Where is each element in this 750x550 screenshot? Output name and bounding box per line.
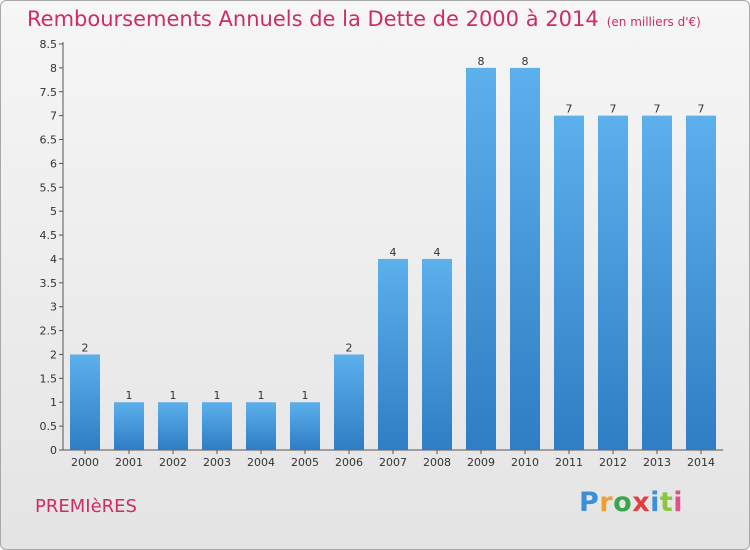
chart-title-text: Remboursements Annuels de la Dette de 20… <box>27 7 599 31</box>
chart-labels: 2000 2 2001 1 2002 1 2003 1 2004 1 2005 1 2006 2 2007 4… <box>71 55 715 469</box>
x-tick-label: 2000 <box>71 456 99 469</box>
bar-2014 <box>686 115 716 450</box>
y-tick-label: 5.5 <box>40 181 58 194</box>
commune-name: PREMIèRES <box>35 496 137 517</box>
y-tick-label: 3.5 <box>40 277 58 290</box>
x-tick-label: 2011 <box>555 456 583 469</box>
bar-2004 <box>246 402 276 450</box>
x-tick-label: 2009 <box>467 456 495 469</box>
bar-2006 <box>334 354 364 450</box>
value-label-2012: 7 <box>610 103 617 116</box>
bar-2001 <box>114 402 144 450</box>
value-label-2007: 4 <box>390 246 397 259</box>
y-tick-label: 0 <box>50 444 57 457</box>
y-tick-label: 1.5 <box>40 372 58 385</box>
y-tick-label: 5 <box>50 205 57 218</box>
value-label-2010: 8 <box>522 55 529 68</box>
y-tick-label: 4 <box>50 253 57 266</box>
x-tick-label: 2007 <box>379 456 407 469</box>
bar-2009 <box>466 67 496 450</box>
chart-title: Remboursements Annuels de la Dette de 20… <box>27 7 701 31</box>
value-label-2011: 7 <box>566 103 573 116</box>
x-tick-label: 2008 <box>423 456 451 469</box>
chart-bars <box>70 67 716 450</box>
y-tick-label: 7 <box>50 110 57 123</box>
bar-2011 <box>554 115 584 450</box>
logo-letter: o <box>613 487 633 518</box>
y-tick-label: 1 <box>50 396 57 409</box>
bar-2012 <box>598 115 628 450</box>
x-tick-label: 2002 <box>159 456 187 469</box>
logo-letter: i <box>673 487 684 518</box>
bar-2003 <box>202 402 232 450</box>
y-tick-label: 2.5 <box>40 325 58 338</box>
value-label-2014: 7 <box>698 103 705 116</box>
y-tick-label: 7.5 <box>40 86 58 99</box>
y-tick-label: 2 <box>50 348 57 361</box>
x-tick-label: 2005 <box>291 456 319 469</box>
bar-2007 <box>378 258 408 450</box>
x-tick-label: 2004 <box>247 456 275 469</box>
logo-letter: i <box>650 487 660 518</box>
value-label-2002: 1 <box>170 389 177 402</box>
bar-2002 <box>158 402 188 450</box>
value-label-2000: 2 <box>82 341 89 354</box>
chart-unit-text: (en milliers d'€) <box>606 15 701 29</box>
bar-2008 <box>422 258 452 450</box>
x-tick-label: 2006 <box>335 456 363 469</box>
x-tick-label: 2001 <box>115 456 143 469</box>
y-tick-label: 6.5 <box>40 134 58 147</box>
y-tick-label: 6 <box>50 157 57 170</box>
bar-2010 <box>510 67 540 450</box>
x-tick-label: 2013 <box>643 456 671 469</box>
logo-letter: t <box>659 487 674 518</box>
value-label-2004: 1 <box>258 389 265 402</box>
y-tick-label: 8 <box>50 62 57 75</box>
y-tick-label: 0.5 <box>40 420 58 433</box>
value-label-2008: 4 <box>434 246 441 259</box>
x-tick-label: 2003 <box>203 456 231 469</box>
bar-2005 <box>290 402 320 450</box>
value-label-2013: 7 <box>654 103 661 116</box>
bar-2000 <box>70 354 100 450</box>
chart-axes: 0 0.5 1 1.5 2 2.5 3 3.5 4 4.5 5 5.5 6 6.5 7 7.5 8 8.5 <box>40 38 723 457</box>
proxiti-logo: Proxiti <box>579 487 683 518</box>
logo-letter: x <box>632 487 651 518</box>
value-label-2003: 1 <box>214 389 221 402</box>
x-tick-label: 2010 <box>511 456 539 469</box>
value-label-2009: 8 <box>478 55 485 68</box>
y-tick-label: 4.5 <box>40 229 58 242</box>
value-label-2006: 2 <box>346 341 353 354</box>
y-tick-label: 3 <box>50 301 57 314</box>
bar-2013 <box>642 115 672 450</box>
value-label-2001: 1 <box>126 389 133 402</box>
x-tick-label: 2014 <box>687 456 715 469</box>
logo-letter: r <box>599 487 614 518</box>
logo-letter: P <box>579 487 600 518</box>
x-tick-label: 2012 <box>599 456 627 469</box>
value-label-2005: 1 <box>302 389 309 402</box>
y-tick-label: 8.5 <box>40 38 58 51</box>
